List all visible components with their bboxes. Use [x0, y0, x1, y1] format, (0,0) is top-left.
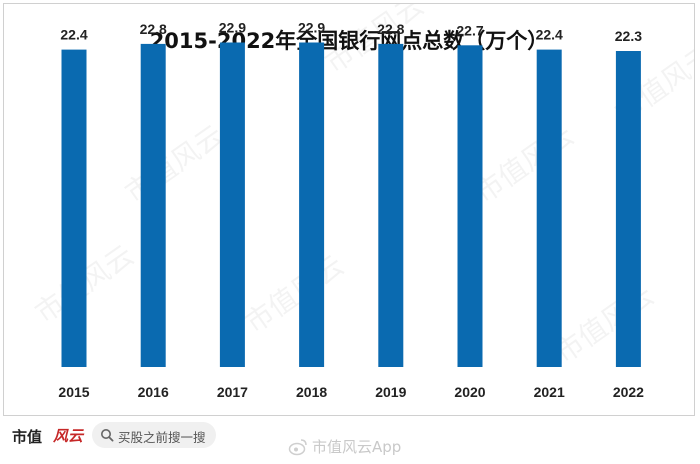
bar-2015 — [61, 49, 87, 367]
bar-value-label: 22.3 — [615, 28, 642, 44]
category-label: 2020 — [454, 384, 485, 400]
bar-2021 — [536, 49, 562, 367]
search-pill-text: 买股之前搜一搜 — [118, 430, 206, 445]
category-label: 2017 — [217, 384, 248, 400]
weibo-icon — [288, 439, 307, 456]
bar-value-label: 22.8 — [377, 21, 404, 37]
watermark-text: 市值风云 — [549, 278, 660, 369]
bar-2022 — [615, 51, 641, 367]
watermark-text: 市值风云 — [469, 118, 580, 209]
bar-value-label: 22.7 — [456, 22, 483, 38]
category-label: 2021 — [534, 384, 565, 400]
bar-chart: 市值风云市值风云市值风云市值风云市值风云市值风云市值风云 2015-2022年全… — [29, 4, 694, 400]
category-label: 2016 — [138, 384, 169, 400]
category-label: 2018 — [296, 384, 327, 400]
brand-logo-script: 风云 — [53, 427, 84, 445]
bar-value-label: 22.8 — [140, 21, 167, 37]
category-label: 2019 — [375, 384, 406, 400]
chart-title: 2015-2022年全国银行网点总数（万个） — [150, 29, 549, 53]
bar-value-label: 22.4 — [536, 27, 563, 43]
bar-2017 — [219, 42, 245, 367]
weibo-watermark-text: 市值风云App — [312, 438, 402, 456]
search-icon — [101, 429, 114, 442]
watermark-layer: 市值风云市值风云市值风云市值风云市值风云市值风云市值风云 — [29, 4, 694, 370]
category-labels-group: 2015 2016 2017 2018 2019 2020 2021 2022 — [58, 384, 644, 400]
category-label: 2022 — [613, 384, 644, 400]
footer-bar: 市值 风云 买股之前搜一搜 市值风云App — [0, 416, 700, 464]
bar-labels-group: 22.4 22.8 22.9 22.9 22.8 22.7 22.4 22.3 — [60, 20, 642, 45]
brand-logo: 市值 — [12, 428, 43, 446]
bar-value-label: 22.9 — [298, 20, 325, 36]
category-label: 2015 — [58, 384, 89, 400]
bar-2016 — [140, 43, 166, 368]
bar-value-label: 22.9 — [219, 20, 246, 36]
bar-2020 — [457, 45, 483, 368]
watermark-text: 市值风云 — [119, 118, 230, 209]
search-pill[interactable]: 买股之前搜一搜 — [92, 422, 216, 448]
bar-2018 — [299, 42, 325, 367]
bars-group — [61, 42, 641, 368]
watermark-text: 市值风云 — [239, 248, 350, 339]
bar-2019 — [378, 43, 404, 368]
chart-frame: 市值风云市值风云市值风云市值风云市值风云市值风云市值风云 2015-2022年全… — [3, 3, 695, 416]
bar-value-label: 22.4 — [60, 27, 87, 43]
